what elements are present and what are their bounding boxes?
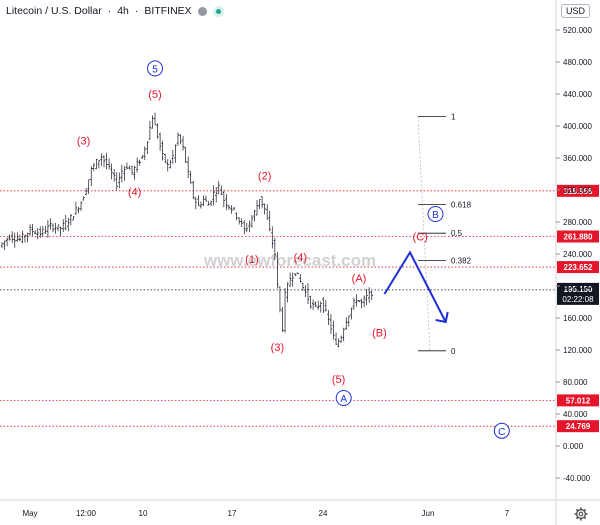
x-tick-label: 17 [228, 509, 237, 518]
y-tick-label: 0.000 [563, 442, 584, 451]
wave-label: (2) [258, 171, 271, 183]
y-tick-label: 320.000 [563, 186, 592, 195]
wave-label: (3) [271, 342, 284, 354]
wave-label: (C) [413, 231, 428, 243]
wave-label: (4) [294, 252, 307, 264]
fib-level-label: 1 [451, 112, 456, 121]
wave-label: (A) [352, 273, 367, 285]
wave-labels: 5 (5) (3) (4) (2) (1) (4) (3) (A) (B) (5) A (C) B C [77, 60, 510, 439]
y-tick-label: 120.000 [563, 346, 592, 355]
wave-label: (3) [77, 135, 90, 147]
symbol-name[interactable]: Litecoin / U.S. Dollar [6, 5, 102, 17]
wave-circle [493, 422, 510, 439]
level-price-tag [557, 261, 599, 274]
candles [0, 112, 373, 348]
market-status-dot-icon [197, 6, 207, 16]
title-separator: · [134, 5, 139, 17]
projection-arrowhead [435, 311, 449, 324]
watermark: www.ewforecast.com [203, 251, 376, 270]
y-tick-label: 240.000 [563, 250, 592, 259]
wave-circle [427, 206, 444, 222]
wave-label: (5) [148, 89, 161, 101]
wave-circle [335, 390, 352, 406]
level-lines: 318.966 261.880 223.652 57.012 24.769 195.150… [0, 184, 599, 433]
x-tick-label: Jun [422, 509, 435, 518]
fib-retracement: 1 0.618 0.5 0.382 0 [417, 112, 472, 356]
x-tick-label: 10 [139, 509, 148, 518]
chart-title: Litecoin / U.S. Dollar · 4h · BITFINEX [6, 4, 224, 18]
wave-label: C [498, 427, 505, 438]
y-tick-label: 520.000 [563, 26, 592, 35]
wave-label: (1) [245, 254, 258, 266]
x-tick-label: May [22, 509, 37, 518]
fib-level-label: 0.5 [451, 229, 463, 238]
fib-level-label: 0.618 [451, 200, 472, 209]
x-tick-label: 7 [505, 509, 510, 518]
level-price-label: 261.880 [564, 232, 593, 241]
fib-level-label: 0.382 [451, 256, 472, 265]
level-price-tag [557, 230, 599, 243]
wave-label: (5) [332, 374, 345, 386]
level-price-label: 57.012 [566, 396, 591, 405]
wave-circle [147, 60, 163, 77]
y-tick-label: 480.000 [563, 58, 592, 67]
wave-label: (B) [372, 327, 387, 339]
level-price-tag [557, 394, 599, 407]
wave-label: (4) [128, 187, 141, 199]
y-tick-label: -40.000 [563, 474, 591, 483]
wave-label: 5 [152, 64, 158, 75]
y-tick-label: 360.000 [563, 154, 592, 163]
y-tick-label: 280.000 [563, 218, 592, 227]
interval-label[interactable]: 4h [117, 5, 129, 17]
level-price-label: 24.769 [566, 422, 591, 431]
y-tick-label: 80.000 [563, 378, 588, 387]
wave-label: A [340, 394, 347, 405]
visibility-eye-icon[interactable] [212, 5, 224, 17]
y-tick-label: 40.000 [563, 410, 588, 419]
y-tick-label: 200.000 [563, 282, 592, 291]
countdown-timer-label: 02:22:08 [562, 295, 594, 304]
x-tick-label: 24 [319, 509, 328, 518]
currency-button[interactable]: USD [560, 4, 590, 18]
fib-level-label: 0 [451, 347, 456, 356]
y-tick-label: 160.000 [563, 314, 592, 323]
y-tick-label: 400.000 [563, 122, 592, 131]
wave-label: B [432, 210, 439, 221]
projection-arrow [383, 250, 449, 324]
exchange-label: BITFINEX [144, 5, 192, 17]
current-price-tag [557, 282, 599, 305]
level-price-label: 223.652 [564, 263, 593, 272]
projection-path [383, 250, 447, 323]
current-price-label: 195.150 [564, 285, 593, 294]
level-price-label: 318.966 [564, 187, 593, 196]
level-price-tag [557, 184, 599, 197]
y-tick-label: 440.000 [563, 90, 592, 99]
level-price-tag [557, 420, 599, 433]
title-separator: · [107, 5, 112, 17]
x-tick-label: 12:00 [76, 509, 97, 518]
gear-icon[interactable] [574, 507, 588, 521]
